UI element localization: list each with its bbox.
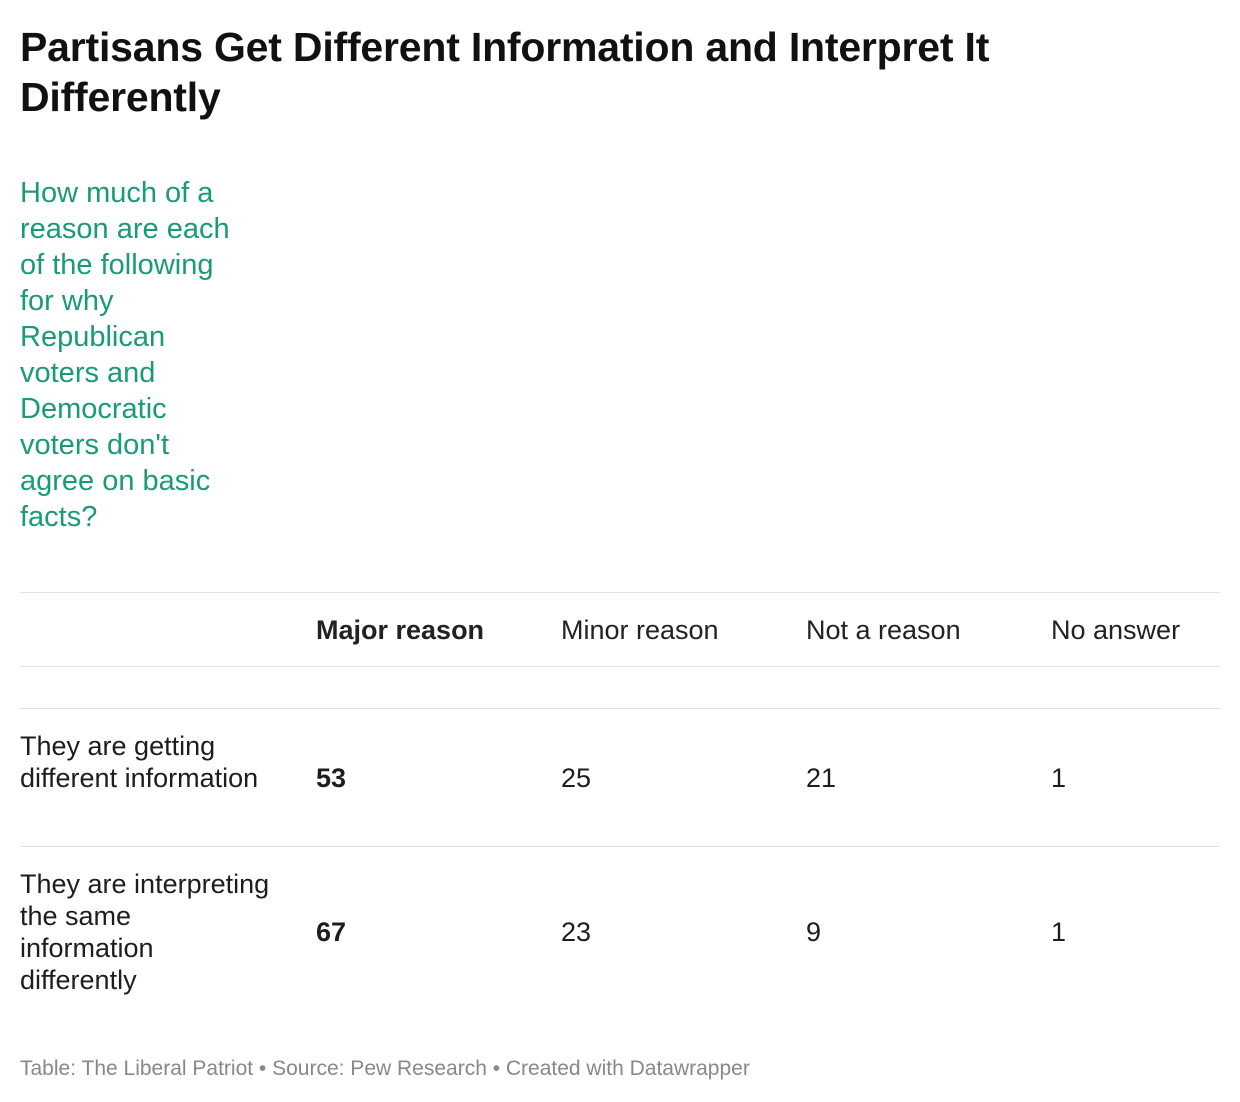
cell-row2-not-a-reason: 9 xyxy=(806,917,822,947)
chart-title: Partisans Get Different Information and … xyxy=(20,24,990,120)
cell-row2-major-reason: 67 xyxy=(316,917,347,947)
body-top-rule xyxy=(20,708,1220,709)
cell-row2-no-answer: 1 xyxy=(1051,917,1067,947)
cell-row1-not-a-reason: 21 xyxy=(806,763,837,793)
row-label-getting-different-information: They are getting different information xyxy=(20,731,259,793)
cell-row1-minor-reason: 25 xyxy=(561,763,592,793)
row-label-interpreting-differently: They are interpreting the same informati… xyxy=(20,869,270,995)
column-header-no-answer: No answer xyxy=(1051,615,1181,645)
cell-row1-major-reason: 53 xyxy=(316,763,347,793)
column-header-not-a-reason: Not a reason xyxy=(806,615,961,645)
chart-footer-source: Table: The Liberal Patriot • Source: Pew… xyxy=(20,1057,750,1080)
table-top-rule xyxy=(20,592,1220,593)
cell-row1-no-answer: 1 xyxy=(1051,763,1067,793)
column-header-minor-reason: Minor reason xyxy=(561,615,719,645)
header-bottom-rule xyxy=(20,666,1220,667)
column-header-major-reason: Major reason xyxy=(316,615,485,645)
cell-row2-minor-reason: 23 xyxy=(561,917,592,947)
row-divider xyxy=(20,846,1220,847)
chart-subtitle: How much of a reason are each of the fol… xyxy=(20,177,230,533)
